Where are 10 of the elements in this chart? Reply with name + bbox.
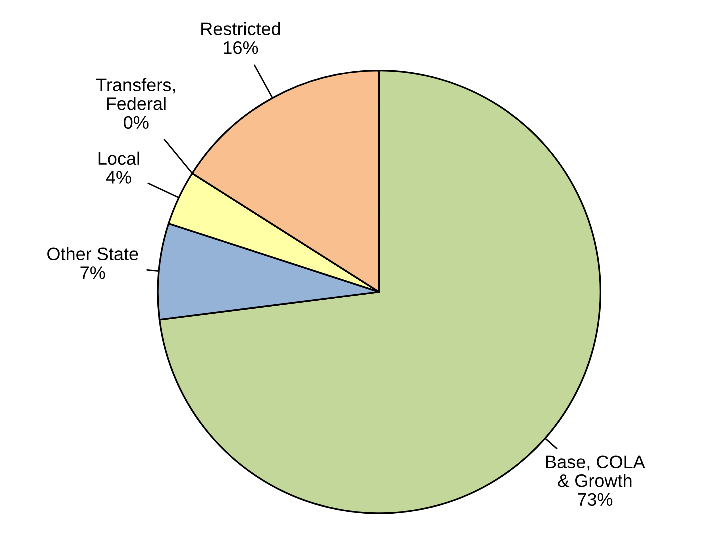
data-label: 73% [578, 493, 613, 506]
slice-label: Base, COLA & Growth [546, 456, 646, 488]
category-label: Transfers, Federal [96, 78, 176, 110]
data-label: 16% [224, 41, 258, 54]
text: 0% [124, 116, 149, 130]
slice-label: Restricted [202, 22, 280, 36]
legend-label: Local [98, 152, 140, 166]
slice-label: Other State [48, 247, 138, 261]
data-label: 7% [80, 266, 106, 280]
data-label: 4% [106, 171, 132, 184]
